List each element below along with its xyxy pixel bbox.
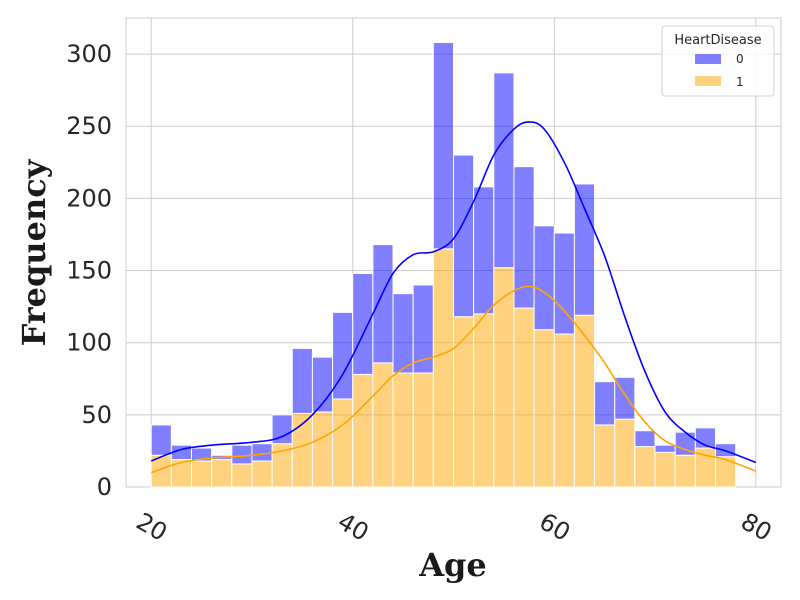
bar-series-1 xyxy=(473,313,495,488)
y-tick-label: 0 xyxy=(97,473,112,501)
bar-series-0 xyxy=(231,444,253,465)
bar-series-1 xyxy=(311,411,334,488)
legend-title: HeartDisease xyxy=(674,33,761,48)
bar-series-1 xyxy=(251,460,273,488)
y-tick-label: 300 xyxy=(66,40,112,68)
bar-series-1 xyxy=(634,446,656,488)
bar-series-0 xyxy=(473,186,495,315)
legend-label-0: 0 xyxy=(736,52,744,66)
bar-series-1 xyxy=(674,454,696,488)
y-tick-label: 50 xyxy=(81,401,112,429)
kde-curves xyxy=(150,121,757,474)
bar-series-1 xyxy=(412,372,434,488)
x-tick-label: 60 xyxy=(535,507,575,547)
bar-series-0 xyxy=(654,444,676,453)
bar-series-0 xyxy=(150,424,172,456)
bar-series-0 xyxy=(493,72,515,269)
bar-series-1 xyxy=(513,307,535,488)
x-axis-title: Age xyxy=(418,546,487,584)
y-axis-title: Frequency xyxy=(15,158,53,346)
bar-series-1 xyxy=(533,329,555,488)
bar-series-1 xyxy=(191,460,213,488)
kde-curve-0 xyxy=(150,121,757,464)
bar-series-0 xyxy=(634,430,656,448)
bar-series-1 xyxy=(372,362,394,488)
bar-series-0 xyxy=(573,183,596,316)
bar-series-1 xyxy=(392,372,414,488)
bar-series-0 xyxy=(432,42,455,250)
bar-series-1 xyxy=(332,398,354,488)
x-tick-label: 80 xyxy=(736,507,776,547)
y-tick-label: 100 xyxy=(66,329,112,357)
x-axis-ticks: 20 40 60 80 xyxy=(131,507,776,547)
bar-series-1 xyxy=(614,418,636,488)
y-axis-ticks: 0 50 100 150 200 250 300 xyxy=(66,40,112,501)
bar-series-0 xyxy=(352,272,374,375)
bar-series-1 xyxy=(594,424,616,488)
bar-series-1 xyxy=(654,451,676,488)
bar-series-0 xyxy=(392,293,414,374)
legend: HeartDisease 0 1 xyxy=(661,25,775,97)
legend-swatch-0 xyxy=(695,54,721,64)
bar-series-0 xyxy=(191,447,213,462)
bar-series-1 xyxy=(453,316,475,488)
x-tick-label: 40 xyxy=(333,507,373,547)
bar-series-0 xyxy=(594,381,616,426)
legend-swatch-1 xyxy=(695,76,721,86)
bar-series-1 xyxy=(493,267,515,488)
y-tick-label: 150 xyxy=(66,257,112,285)
bar-series-1 xyxy=(553,333,575,488)
y-tick-label: 250 xyxy=(66,112,112,140)
y-tick-label: 200 xyxy=(66,184,112,212)
bar-series-1 xyxy=(573,314,596,488)
bar-series-1 xyxy=(352,373,374,488)
bar-series-1 xyxy=(432,248,455,488)
bar-series-0 xyxy=(372,244,394,364)
bars xyxy=(150,42,737,488)
bar-series-1 xyxy=(211,459,233,488)
bar-series-0 xyxy=(291,347,313,414)
bar-series-0 xyxy=(533,225,555,331)
legend-label-1: 1 xyxy=(736,75,744,89)
bar-series-1 xyxy=(231,463,253,488)
kde-curve-1 xyxy=(150,285,757,474)
x-tick-label: 20 xyxy=(131,507,171,547)
